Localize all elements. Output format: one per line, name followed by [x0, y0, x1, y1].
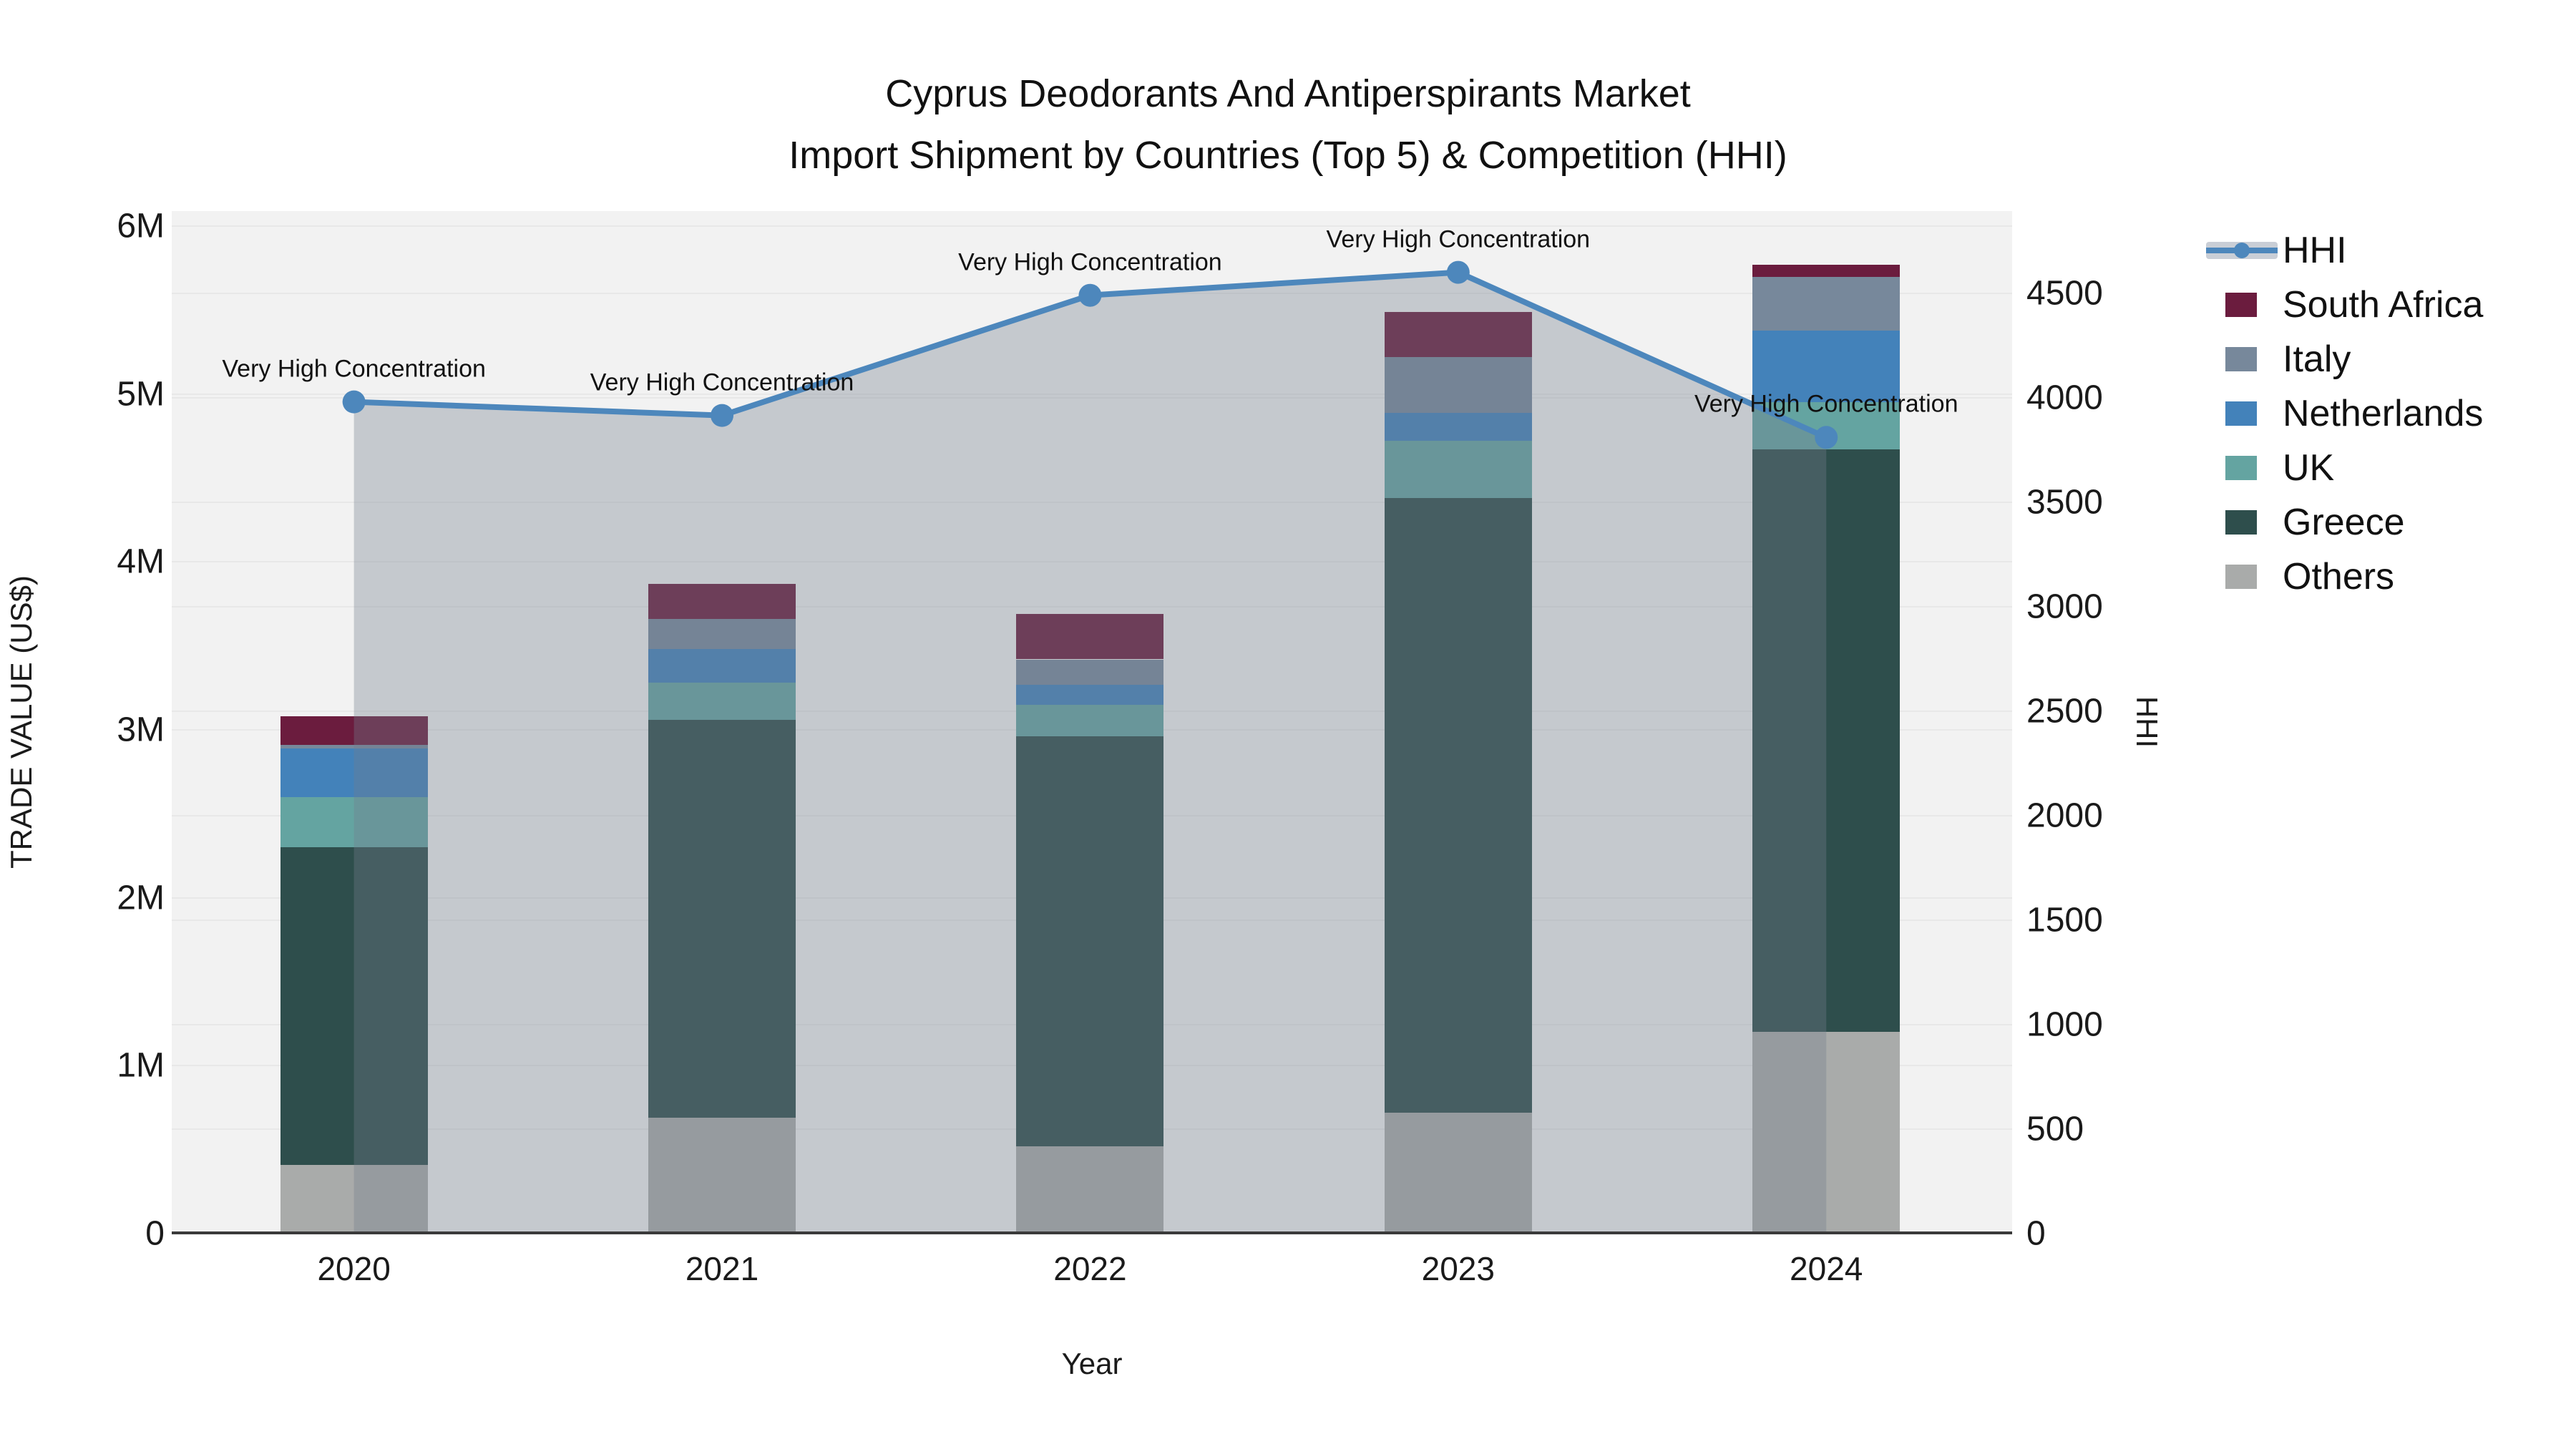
y-tick-right: 4000 — [2026, 379, 2103, 417]
legend-label: Greece — [2283, 502, 2405, 543]
legend-label: HHI — [2283, 230, 2347, 271]
x-tick-year: 2020 — [317, 1250, 391, 1287]
bar-segment-netherlands — [1016, 684, 1164, 705]
legend-hhi-marker — [2234, 243, 2250, 258]
legend-label: UK — [2283, 447, 2335, 489]
legend-color-swatch — [2225, 347, 2257, 371]
bar-segment-others — [1016, 1146, 1164, 1234]
x-tick-year: 2023 — [1421, 1250, 1495, 1287]
annotation-concentration: Very High Concentration — [958, 248, 1222, 276]
legend-label: Netherlands — [2283, 393, 2484, 434]
bar-segment-greece — [1384, 498, 1532, 1113]
y-tick-left: 4M — [117, 542, 165, 581]
bar-segment-uk — [648, 683, 796, 720]
y-tick-left: 2M — [117, 879, 165, 917]
bar-segment-others — [1752, 1032, 1901, 1234]
x-tick-year: 2022 — [1053, 1250, 1127, 1287]
hhi-marker — [1446, 260, 1470, 284]
hhi-marker — [1078, 283, 1102, 307]
annotation-concentration: Very High Concentration — [222, 355, 486, 383]
gridline-trade-value — [172, 561, 2012, 563]
x-tick-year: 2024 — [1790, 1250, 1863, 1287]
x-axis-line — [172, 1231, 2012, 1234]
bar-segment-others — [1384, 1113, 1532, 1234]
bar-segment-netherlands — [648, 649, 796, 683]
y-tick-left: 1M — [117, 1046, 165, 1085]
x-tick-year: 2021 — [685, 1250, 759, 1287]
legend-color-swatch — [2225, 565, 2257, 589]
bar-segment-south-africa — [1384, 311, 1532, 358]
chart-title-line2: Import Shipment by Countries (Top 5) & C… — [789, 134, 1787, 177]
y-tick-right: 2500 — [2026, 692, 2103, 731]
gridline-trade-value — [172, 393, 2012, 395]
annotation-concentration: Very High Concentration — [590, 369, 854, 396]
annotation-concentration: Very High Concentration — [1694, 390, 1958, 418]
bar-segment-greece — [1752, 449, 1901, 1033]
legend-label: Italy — [2283, 338, 2351, 380]
bar-segment-south-africa — [1752, 265, 1901, 277]
bar-segment-uk — [280, 796, 428, 848]
y-tick-left: 0 — [145, 1214, 165, 1253]
hhi-marker — [711, 404, 734, 427]
hhi-area-fill — [353, 272, 1827, 1234]
legend-color-swatch — [2225, 510, 2257, 535]
bar-segment-uk — [1384, 441, 1532, 499]
legend-color-swatch — [2225, 401, 2257, 426]
bar-segment-south-africa — [280, 716, 428, 746]
gridline-trade-value — [172, 225, 2012, 228]
y-tick-right: 0 — [2026, 1214, 2046, 1253]
bar-segment-italy — [648, 619, 796, 650]
bar-segment-netherlands — [1752, 330, 1901, 403]
hhi-marker — [342, 390, 366, 414]
gridline-hhi — [172, 501, 2012, 503]
hhi-line-overlay — [342, 260, 1838, 1234]
y-tick-right: 3000 — [2026, 587, 2103, 626]
x-axis-label-year: Year — [1061, 1347, 1123, 1380]
bar-segment-greece — [280, 847, 428, 1165]
y-tick-right: 1000 — [2026, 1005, 2103, 1044]
y-tick-right: 2000 — [2026, 796, 2103, 835]
legend-label: Others — [2283, 556, 2395, 597]
bar-segment-south-africa — [648, 583, 796, 620]
y-tick-left: 6M — [117, 207, 165, 245]
bar-segment-italy — [1016, 659, 1164, 685]
bar-segment-others — [648, 1118, 796, 1234]
y-axis-label-trade-value: TRADE VALUE (US$) — [4, 575, 38, 869]
y-tick-left: 3M — [117, 711, 165, 749]
bar-segment-netherlands — [1384, 412, 1532, 441]
annotation-concentration: Very High Concentration — [1326, 225, 1591, 253]
y-tick-right: 4500 — [2026, 274, 2103, 313]
hhi-marker — [1815, 426, 1838, 449]
bar-segment-uk — [1016, 704, 1164, 737]
legend-color-swatch — [2225, 456, 2257, 480]
legend-label: South Africa — [2283, 284, 2484, 326]
bar-segment-greece — [648, 719, 796, 1118]
legend-color-swatch — [2225, 293, 2257, 317]
gridline-hhi — [172, 396, 2012, 399]
y-tick-right: 1500 — [2026, 901, 2103, 940]
bar-segment-italy — [280, 745, 428, 748]
bar-segment-south-africa — [1016, 614, 1164, 660]
bar-segment-greece — [1016, 736, 1164, 1146]
bar-segment-netherlands — [280, 748, 428, 797]
legend-hhi-line-swatch — [2206, 242, 2278, 259]
bar-segment-italy — [1384, 357, 1532, 413]
y-tick-right: 500 — [2026, 1110, 2084, 1148]
chart-title-line1: Cyprus Deodorants And Antiperspirants Ma… — [885, 72, 1691, 115]
bar-segment-others — [280, 1164, 428, 1234]
bar-segment-italy — [1752, 276, 1901, 331]
gridline-hhi — [172, 605, 2012, 608]
y-tick-right: 3500 — [2026, 483, 2103, 522]
y-tick-left: 5M — [117, 375, 165, 414]
